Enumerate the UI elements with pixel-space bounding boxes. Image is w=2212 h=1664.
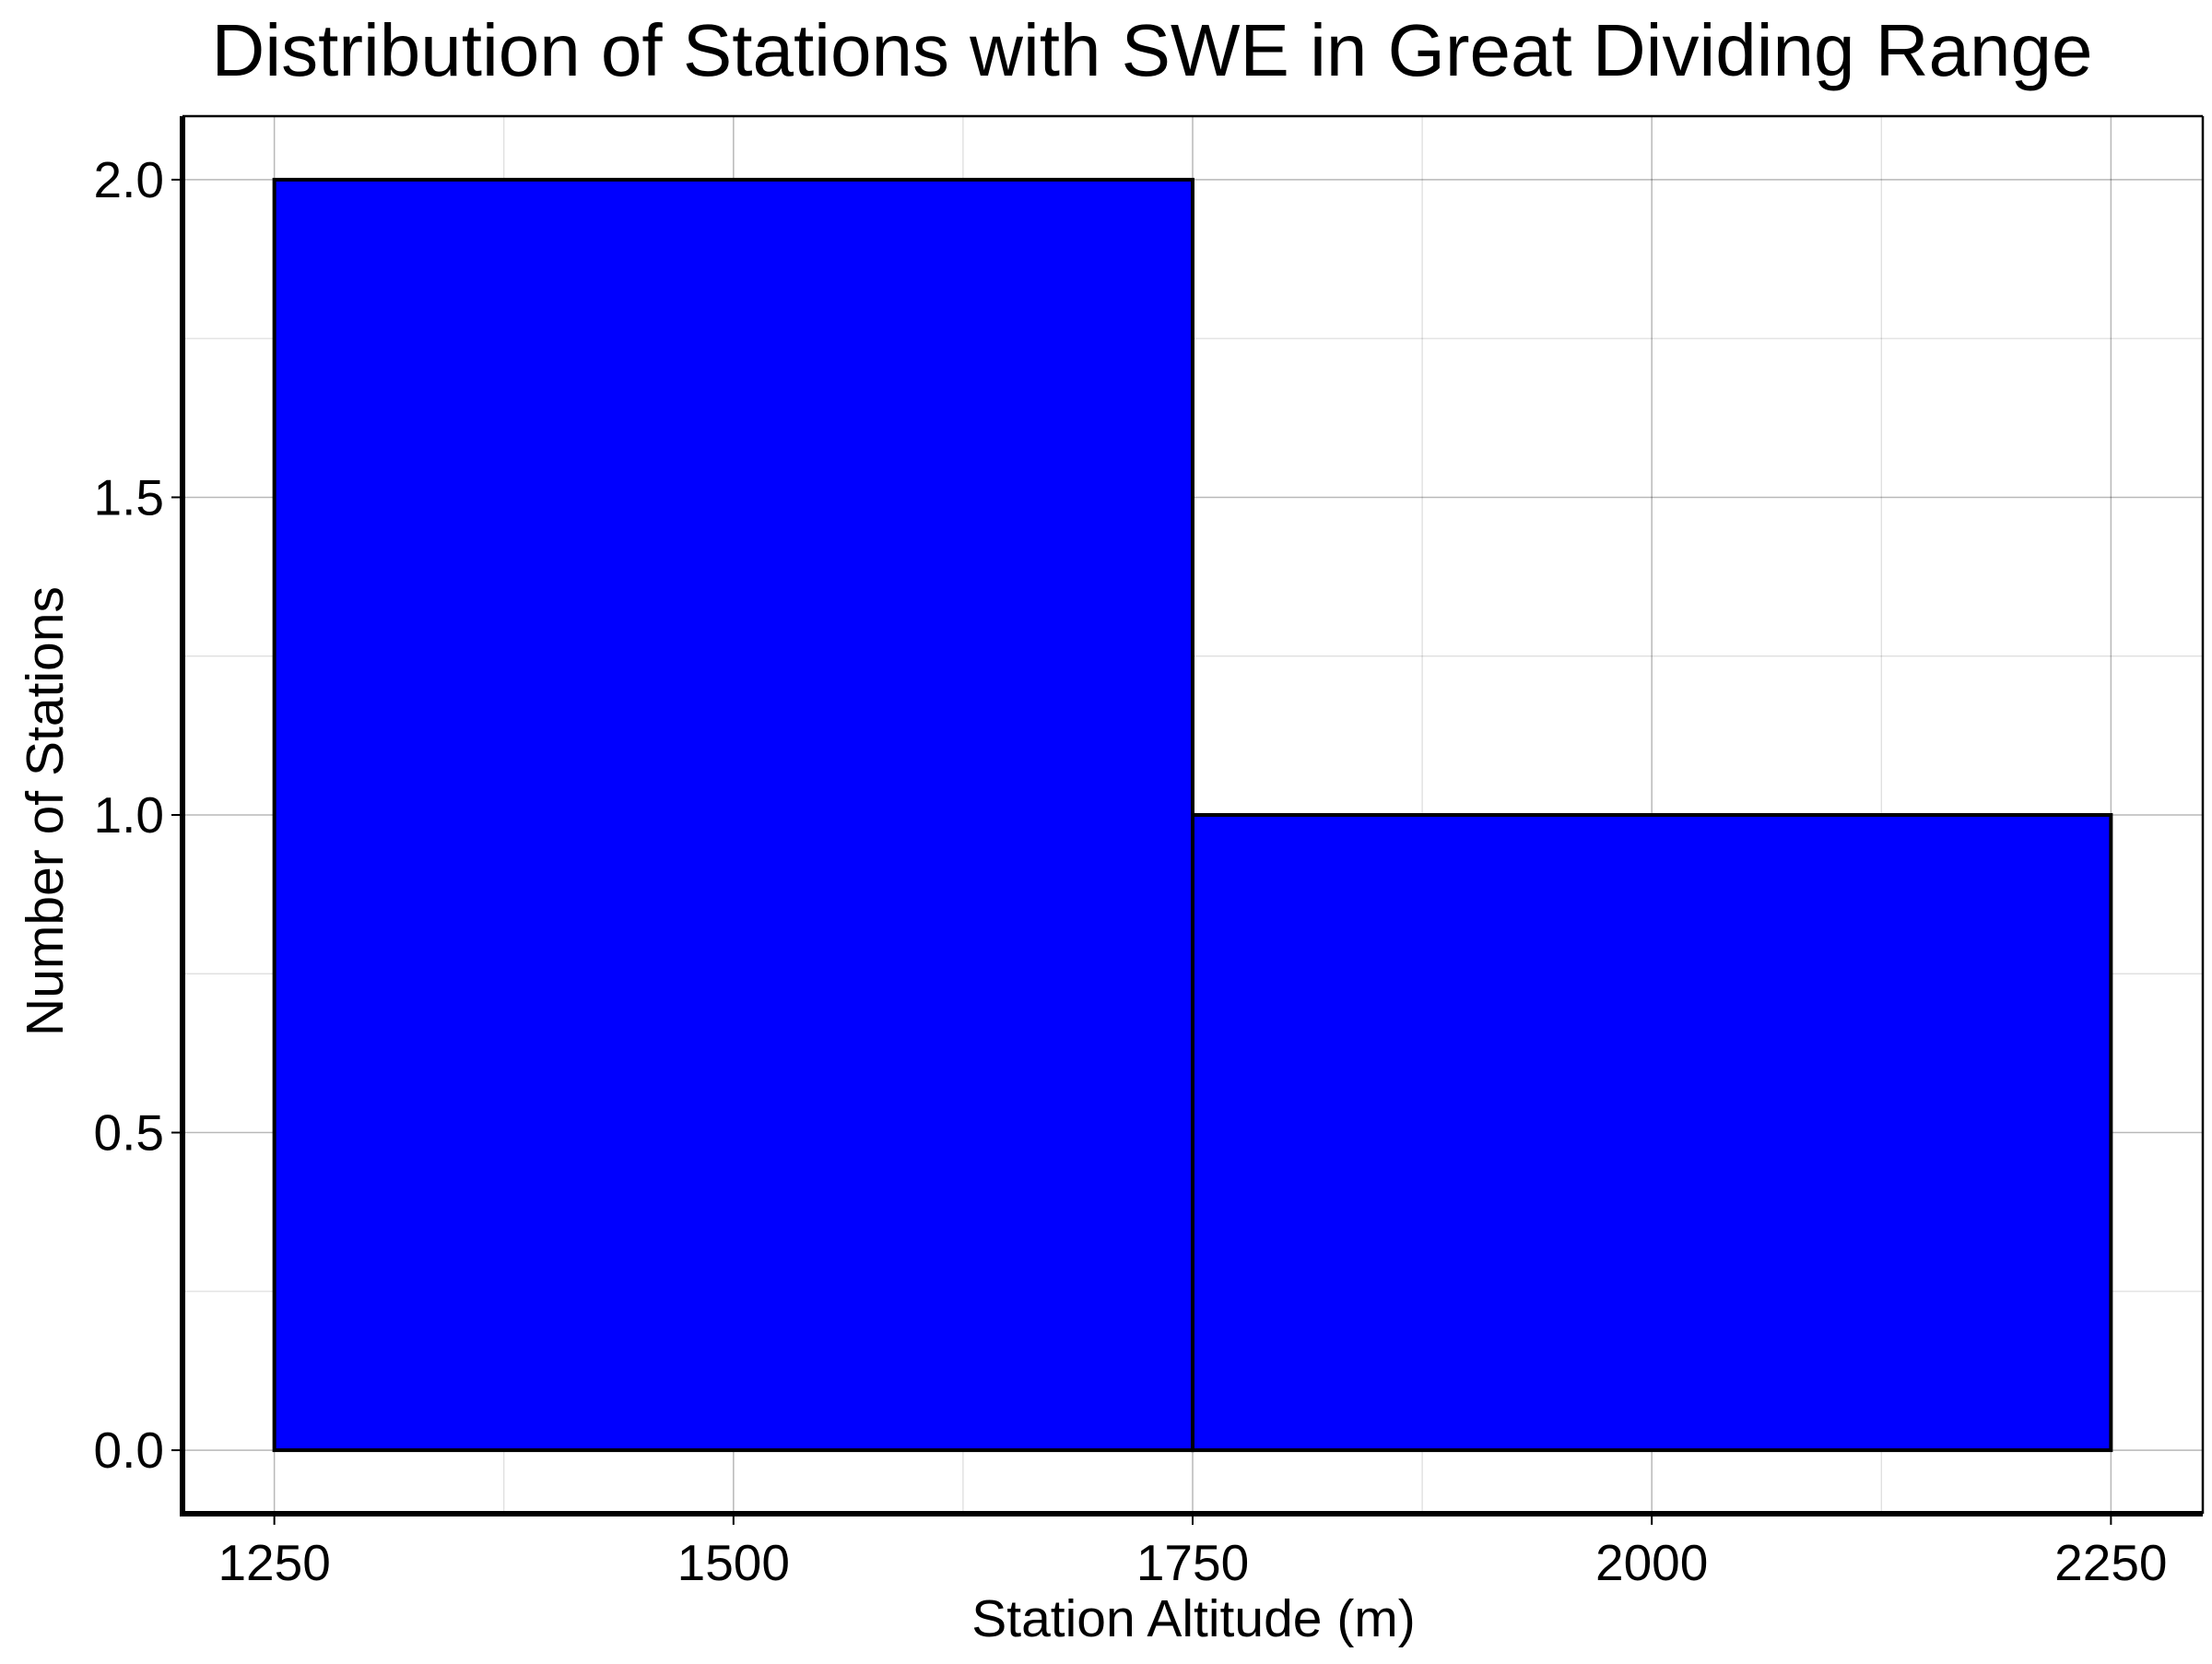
- y-tick-label: 1.5: [94, 468, 164, 525]
- x-tick-label: 2250: [2054, 1534, 2167, 1591]
- x-tick-label: 1250: [218, 1534, 330, 1591]
- y-tick-label: 0.5: [94, 1104, 164, 1162]
- histogram-bar-1: [272, 177, 1194, 1453]
- ticks-layer: 1250 1500 1750 2000 2250 0.0 0.5 1.0 1.5 2.0: [94, 151, 2168, 1591]
- chart-title: Distribution of Stations with SWE in Gre…: [212, 9, 2093, 91]
- y-tick-label: 0.0: [94, 1422, 164, 1479]
- histogram-bar-2: [1191, 813, 2113, 1453]
- x-tick-label: 2000: [1595, 1534, 1708, 1591]
- x-tick-label: 1500: [677, 1534, 790, 1591]
- y-tick-label: 2.0: [94, 151, 164, 208]
- axes-layer: [180, 114, 2205, 1516]
- x-tick-label: 1750: [1136, 1534, 1249, 1591]
- x-axis-title: Station Altitude (m): [971, 1589, 1416, 1648]
- y-axis-title: Number of Stations: [16, 586, 75, 1036]
- y-tick-label: 1.0: [94, 786, 164, 844]
- bars-layer: [272, 177, 2113, 1453]
